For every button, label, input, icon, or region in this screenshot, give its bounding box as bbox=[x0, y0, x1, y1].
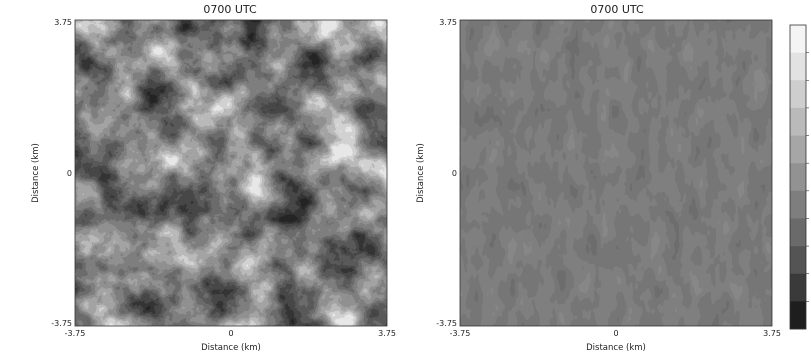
left-xtick-mid: 0 bbox=[228, 329, 233, 338]
colorbar-swatch bbox=[790, 80, 806, 109]
colorbar bbox=[789, 24, 809, 330]
left-plot-frame bbox=[74, 19, 388, 327]
right-heatmap-field bbox=[460, 20, 772, 326]
left-panel-title: 0700 UTC bbox=[203, 3, 257, 16]
right-ylabel: Distance (km) bbox=[416, 143, 426, 203]
colorbar-swatch bbox=[790, 301, 806, 330]
left-panel: 0700 UTC 3.75 0 -3.75 -3.75 0 3.75 Dista… bbox=[31, 3, 396, 353]
left-xtick-right: 3.75 bbox=[378, 329, 396, 338]
left-ytick-mid: 0 bbox=[67, 169, 72, 178]
right-ytick-bottom: -3.75 bbox=[436, 319, 457, 328]
right-xtick-left: -3.75 bbox=[450, 329, 471, 338]
right-xtick-mid: 0 bbox=[613, 329, 618, 338]
colorbar-swatch bbox=[790, 163, 806, 192]
colorbar-swatch bbox=[790, 246, 806, 275]
colorbar-swatch bbox=[790, 190, 806, 219]
left-ytick-bottom: -3.75 bbox=[51, 319, 72, 328]
left-heatmap-field bbox=[75, 20, 387, 326]
right-ytick-top: 3.75 bbox=[439, 18, 457, 27]
colorbar-swatch bbox=[790, 135, 806, 164]
left-ylabel: Distance (km) bbox=[31, 143, 41, 203]
right-ytick-mid: 0 bbox=[452, 169, 457, 178]
colorbar-swatch bbox=[790, 218, 806, 247]
right-xlabel: Distance (km) bbox=[586, 343, 646, 353]
right-panel: 0700 UTC 3.75 0 -3.75 -3.75 0 3.75 Dista… bbox=[416, 3, 781, 353]
colorbar-swatch bbox=[790, 25, 806, 53]
right-plot-frame bbox=[459, 19, 773, 327]
left-xtick-left: -3.75 bbox=[65, 329, 86, 338]
right-panel-title: 0700 UTC bbox=[590, 3, 644, 16]
colorbar-frame bbox=[789, 24, 807, 330]
colorbar-swatch bbox=[790, 273, 806, 302]
colorbar-swatch bbox=[790, 107, 806, 136]
left-xlabel: Distance (km) bbox=[201, 343, 261, 353]
left-ytick-top: 3.75 bbox=[54, 18, 72, 27]
colorbar-swatch bbox=[790, 52, 806, 81]
right-xtick-right: 3.75 bbox=[763, 329, 781, 338]
